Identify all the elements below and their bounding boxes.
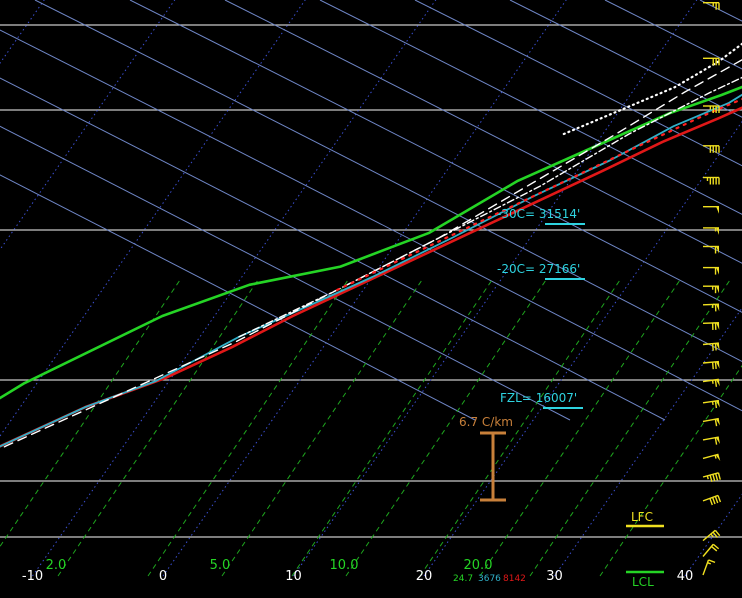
wind-barb — [702, 559, 716, 576]
isotherm — [293, 0, 698, 577]
virtual_parcel-trace — [336, 98, 742, 292]
isotherm — [684, 493, 742, 577]
dry-adiabat — [0, 29, 742, 412]
lcl-label: LCL — [632, 575, 654, 589]
dewpoint-trace — [0, 85, 742, 400]
wind-barb — [702, 303, 720, 312]
wind-barb — [703, 245, 719, 254]
wind-barb — [702, 472, 721, 483]
dry-adiabat — [129, 0, 742, 313]
temperature-tick-label: -10 — [22, 569, 43, 584]
m20c-label: -20C= 27166' — [497, 262, 580, 276]
dry-adiabat — [224, 0, 742, 264]
mixing-ratio-label: 5.0 — [210, 558, 231, 573]
parcel_sb-trace — [0, 59, 742, 450]
dry-adiabat — [604, 0, 742, 70]
dry-adiabat — [0, 174, 476, 421]
mixing-ratio-line — [57, 279, 259, 577]
isotherm — [162, 0, 567, 577]
wind-barb — [703, 2, 720, 10]
temperature-tick-label: 40 — [677, 569, 694, 584]
wetbulb-trace — [0, 93, 742, 448]
mixing-ratio-line — [419, 279, 621, 577]
wind-barb — [702, 436, 720, 445]
mixing-ratio-line — [529, 279, 731, 577]
surface-wetbulb-readout: 3676 — [478, 574, 501, 584]
downdraft-trace — [562, 42, 742, 136]
mixing-ratio-line — [345, 279, 547, 577]
isotherm — [0, 0, 176, 251]
mixing-ratio-label: 20.0 — [464, 558, 493, 573]
wind-barb — [703, 266, 719, 275]
wind-barb — [703, 176, 720, 185]
wind-barb — [702, 529, 721, 542]
mixing-ratio-label: 2.0 — [46, 558, 67, 573]
m30c-label: -30C= 31514' — [497, 207, 580, 221]
dry-adiabat — [509, 0, 742, 118]
temperature-tick-label: 20 — [416, 569, 433, 584]
wind-barb — [702, 378, 720, 387]
wind-barb — [703, 285, 719, 294]
parcel_mu-trace — [238, 76, 742, 338]
temperature-tick-label: 10 — [285, 569, 302, 584]
wind-barb — [702, 360, 720, 370]
mixing-ratio-label: 10.0 — [330, 558, 359, 573]
wind-barb — [702, 399, 720, 409]
temperature-tick-label: 30 — [546, 569, 563, 584]
lfc-label: LFC — [631, 510, 653, 524]
wind-barb — [703, 105, 720, 113]
dry-adiabat — [414, 0, 742, 167]
wind-barb — [702, 342, 720, 351]
mixing-ratio-line — [221, 279, 423, 577]
mixing-ratio-line — [147, 279, 349, 577]
surface-dewpoint-readout: 24.7 — [453, 574, 473, 584]
lapse-rate-label: 6.7 C/km — [459, 415, 513, 429]
surface-temp-readout: 8142 — [503, 574, 526, 584]
wind-barb — [703, 145, 720, 153]
isotherm — [554, 307, 742, 577]
mixing-ratio-line — [479, 279, 681, 577]
wind-barb — [703, 205, 719, 214]
wind-barb — [703, 227, 719, 235]
wind-barb — [702, 494, 722, 506]
isotherm — [0, 0, 45, 65]
dry-adiabat — [0, 77, 666, 421]
wind-barb — [702, 543, 720, 557]
mixing-ratio-line — [291, 279, 493, 577]
dry-adiabat — [319, 0, 742, 215]
fzl-label: FZL= 16007' — [500, 391, 577, 405]
wind-barb — [702, 453, 721, 462]
isotherm — [32, 0, 437, 577]
wind-barb — [703, 57, 720, 66]
dry-adiabat — [0, 125, 571, 421]
lapse-rate-bracket — [480, 431, 506, 502]
mixing-ratio-line — [0, 279, 181, 548]
wind-barb — [702, 322, 720, 330]
temperature-tick-label: 0 — [159, 569, 167, 584]
wind-barb — [702, 417, 720, 427]
isotherm — [0, 0, 306, 437]
